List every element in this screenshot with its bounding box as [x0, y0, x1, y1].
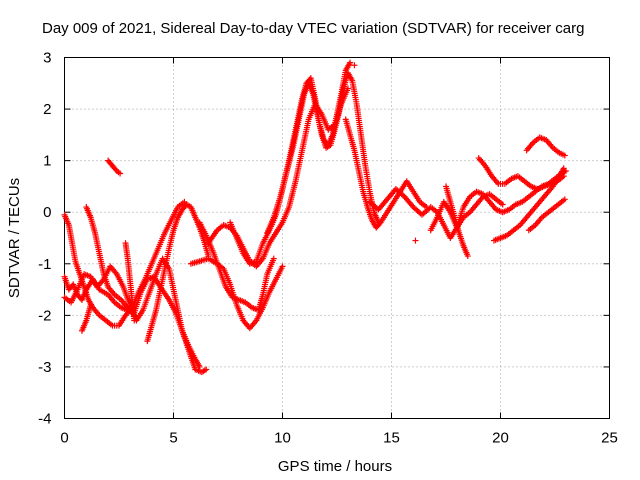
x-tick-label: 25 — [601, 430, 618, 447]
series-track-22 — [351, 62, 419, 244]
data-point — [412, 237, 419, 244]
x-axis-title: GPS time / hours — [278, 458, 392, 475]
series-track-6 — [78, 302, 94, 334]
x-tick-label: 0 — [60, 430, 68, 447]
data-point — [499, 201, 506, 208]
series-track-13 — [264, 69, 382, 236]
data-point — [561, 152, 568, 159]
data-point — [464, 253, 471, 260]
data-point — [279, 263, 286, 270]
series-track-7 — [122, 240, 138, 324]
data-point — [203, 366, 210, 373]
chart-title: Day 009 of 2021, Sidereal Day-to-day VTE… — [42, 20, 584, 37]
series-track-17 — [443, 183, 471, 260]
y-tick-label: 0 — [43, 204, 51, 221]
series-track-14 — [342, 116, 430, 231]
series-track-4 — [83, 204, 138, 319]
y-tick-label: -4 — [38, 411, 51, 428]
y-tick-label: 2 — [43, 101, 51, 118]
y-axis-title: SDTVAR / TECUs — [6, 178, 23, 298]
data-point — [87, 302, 94, 309]
y-tick-label: 3 — [43, 50, 51, 67]
series-track-21 — [525, 196, 568, 234]
axis-ticks — [64, 57, 610, 419]
series-track-8 — [144, 201, 212, 345]
x-tick-labels: 0 5 10 15 20 25 — [60, 430, 618, 447]
y-tick-label: -2 — [38, 307, 51, 324]
data-point — [560, 165, 567, 172]
x-tick-label: 5 — [169, 430, 177, 447]
plot-frame — [64, 57, 610, 419]
series-track-20 — [523, 134, 568, 159]
y-tick-label: -3 — [38, 359, 51, 376]
x-tick-label: 10 — [274, 430, 291, 447]
data-point — [117, 170, 124, 177]
x-tick-label: 15 — [383, 430, 400, 447]
y-tick-label: 1 — [43, 153, 51, 170]
series-track-11 — [205, 85, 351, 270]
data-point — [131, 317, 138, 324]
data-points — [61, 59, 569, 376]
x-tick-label: 20 — [492, 430, 509, 447]
series-track-15 — [366, 186, 506, 241]
data-point — [351, 62, 358, 69]
data-point — [347, 59, 354, 66]
data-point — [270, 255, 277, 262]
data-point — [376, 220, 383, 227]
series-track-19 — [490, 165, 567, 244]
data-point — [561, 196, 568, 203]
y-tick-labels: -4 -3 -2 -1 0 1 2 3 — [38, 50, 51, 428]
series-track-5 — [105, 157, 124, 177]
y-tick-label: -1 — [38, 256, 51, 273]
